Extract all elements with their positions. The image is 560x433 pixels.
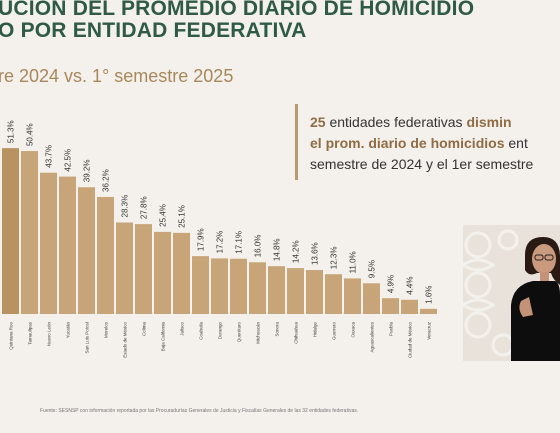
data-label: 42.5% [64, 149, 73, 172]
bar-2 [21, 151, 38, 314]
bar-23 [420, 308, 437, 314]
bar-20 [363, 283, 380, 314]
category-label: Aguascalientes [370, 321, 375, 352]
title-line-2: O POR ENTIDAD FEDERATIVA [0, 19, 307, 42]
category-label: Quintana Roo [9, 322, 14, 350]
callout-text-1: entidades federativas [325, 114, 467, 130]
category-label: Jalisco [180, 322, 185, 336]
bar-3 [40, 172, 57, 314]
category-label: Baja California [161, 322, 166, 352]
bar-4 [59, 176, 76, 314]
category-label: Colima [142, 322, 147, 337]
category-label: Oaxaca [351, 322, 356, 338]
bar-8 [135, 224, 152, 314]
bar-12 [211, 258, 228, 314]
category-label: Hidalgo [313, 322, 318, 338]
data-label: 9.5% [368, 260, 377, 278]
callout-box: 25 entidades federativas dismin el prom.… [295, 104, 560, 180]
data-label: 4.9% [387, 275, 396, 293]
data-label: 50.4% [26, 123, 35, 146]
callout-text-2: ent [504, 135, 528, 151]
data-label: 25.1% [178, 205, 187, 228]
bar-11 [192, 256, 209, 314]
title-line-1: UCIÓN DEL PROMEDIO DIARIO DE HOMICIDIO [0, 0, 475, 20]
category-label: Yucatán [66, 322, 71, 339]
category-label: Michoacán [256, 322, 261, 344]
data-label: 14.2% [292, 240, 301, 263]
category-label: Durango [218, 322, 223, 340]
data-label: 17.2% [216, 231, 225, 254]
bar-7 [116, 222, 133, 314]
data-label: 27.8% [140, 196, 149, 219]
subtitle: re 2024 vs. 1° semestre 2025 [0, 66, 234, 86]
data-label: 4.4% [406, 277, 415, 295]
bar-17 [306, 270, 323, 314]
bar-16 [287, 268, 304, 314]
category-label: Coahuila [199, 322, 204, 340]
category-label: Nuevo León [47, 322, 52, 347]
data-label: 36.2% [102, 169, 111, 192]
callout-line-1: 25 entidades federativas dismin [310, 114, 512, 130]
data-label: 16.0% [254, 235, 263, 258]
bar-14 [249, 262, 266, 314]
bar-21 [382, 298, 399, 314]
callout-count: 25 [310, 114, 326, 130]
bar-5 [78, 187, 95, 314]
source-note: Fuente: SESNSP con información reportada… [40, 408, 359, 414]
data-label: 1.6% [425, 286, 434, 304]
bar-chart: 51.3% Quintana Roo 50.4% Tamaulipas 43.7% Nue… [2, 120, 437, 359]
data-label: 51.3% [7, 120, 16, 143]
category-label: Puebla [389, 322, 394, 337]
data-label: 28.3% [121, 195, 130, 218]
category-label: Morelos [104, 321, 109, 338]
category-label: Estado de México [123, 322, 128, 358]
data-label: 17.9% [197, 228, 206, 251]
callout-highlight-1: dismin [466, 114, 512, 130]
data-label: 39.2% [83, 160, 92, 183]
category-label: Veracruz [427, 321, 432, 340]
data-label: 14.8% [273, 238, 282, 261]
bar-22 [401, 299, 418, 314]
callout-line-3: semestre de 2024 y el 1er semestre [310, 156, 534, 172]
category-label: San Luis Potosí [85, 321, 90, 353]
callout-highlight-2: el prom. diario de homicidios [310, 135, 505, 151]
category-label: Sonora [275, 322, 280, 337]
category-label: Ciudad de México [408, 322, 413, 359]
data-label: 25.4% [159, 204, 168, 227]
data-label: 12.3% [330, 247, 339, 270]
data-label: 11.0% [349, 251, 358, 273]
category-label: Guerrero [332, 322, 337, 341]
bar-9 [154, 231, 171, 314]
bar-18 [325, 274, 342, 314]
interpreter-icon [511, 237, 560, 361]
data-label: 43.7% [45, 145, 54, 168]
callout-line-2: el prom. diario de homicidios ent [310, 135, 528, 151]
bar-10 [173, 232, 190, 314]
category-label: Tamaulipas [28, 321, 33, 345]
category-label: Chihuahua [294, 322, 299, 344]
bar-1 [2, 148, 19, 314]
bar-6 [97, 196, 114, 314]
data-label: 13.6% [311, 242, 320, 265]
sign-language-interpreter-video [463, 225, 560, 361]
data-label: 17.1% [235, 231, 244, 254]
bar-19 [344, 278, 361, 314]
bar-15 [268, 266, 285, 314]
bar-13 [230, 258, 247, 314]
category-label: Querétaro [237, 322, 242, 343]
